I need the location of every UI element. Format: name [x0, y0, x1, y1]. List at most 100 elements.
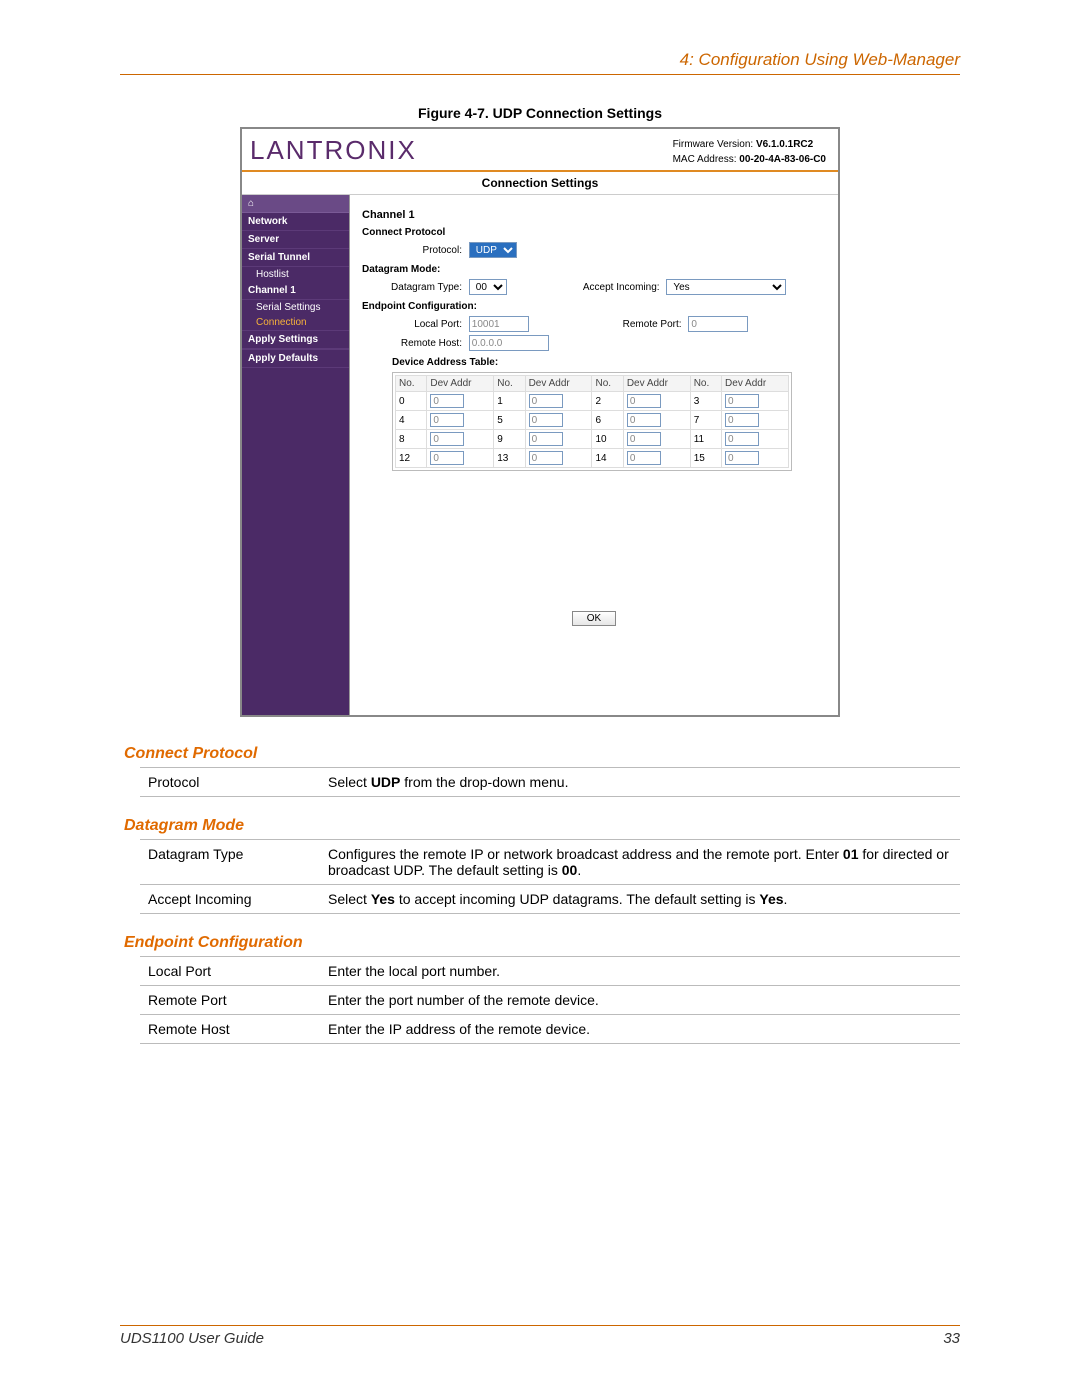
main-panel: Channel 1 Connect Protocol Protocol: UDP…	[350, 195, 838, 715]
dev-addr-input[interactable]	[627, 394, 661, 408]
dev-addr-input[interactable]	[627, 432, 661, 446]
sidebar-item-serial-tunnel[interactable]: Serial Tunnel	[242, 249, 349, 267]
sidebar-apply-settings[interactable]: Apply Settings	[242, 330, 349, 349]
dev-no: 5	[494, 411, 525, 430]
channel-heading: Channel 1	[362, 209, 826, 221]
cell-key: Protocol	[140, 768, 320, 797]
th-dev: Dev Addr	[623, 376, 690, 392]
dev-no: 11	[690, 430, 721, 449]
page-header: 4: Configuration Using Web-Manager	[120, 50, 960, 75]
remote-host-input[interactable]	[469, 335, 549, 351]
local-port-input[interactable]	[469, 316, 529, 332]
table-endpoint-config: Local Port Enter the local port number. …	[140, 956, 960, 1044]
dev-addr-input[interactable]	[430, 432, 464, 446]
fw-value: V6.1.0.1RC2	[756, 139, 813, 150]
cell-val: Enter the IP address of the remote devic…	[320, 1015, 960, 1044]
cell-val: Select Yes to accept incoming UDP datagr…	[320, 885, 960, 914]
dev-addr-input[interactable]	[725, 432, 759, 446]
mac-value: 00-20-4A-83-06-C0	[739, 154, 826, 165]
cell-key: Remote Port	[140, 986, 320, 1015]
th-dev: Dev Addr	[722, 376, 789, 392]
protocol-select[interactable]: UDP	[469, 242, 517, 258]
dev-addr-input[interactable]	[529, 413, 563, 427]
th-no: No.	[396, 376, 427, 392]
datagram-heading: Datagram Mode:	[362, 264, 826, 275]
dev-addr-input[interactable]	[529, 432, 563, 446]
remote-port-label: Remote Port:	[592, 319, 682, 330]
accept-label: Accept Incoming:	[570, 282, 660, 293]
footer-page: 33	[943, 1330, 960, 1347]
sidebar: ⌂ Network Server Serial Tunnel Hostlist …	[242, 195, 350, 715]
section-connect-protocol: Connect Protocol	[124, 745, 960, 763]
remote-host-label: Remote Host:	[362, 338, 462, 349]
dev-addr-input[interactable]	[430, 451, 464, 465]
sidebar-item-channel1[interactable]: Channel 1	[242, 282, 349, 300]
sidebar-sub-connection[interactable]: Connection	[242, 315, 349, 330]
firmware-info: Firmware Version: V6.1.0.1RC2 MAC Addres…	[673, 137, 826, 167]
footer-title: UDS1100 User Guide	[120, 1330, 264, 1347]
sidebar-sub-hostlist[interactable]: Hostlist	[242, 267, 349, 282]
section-endpoint-config: Endpoint Configuration	[124, 934, 960, 952]
th-no: No.	[690, 376, 721, 392]
dev-no: 7	[690, 411, 721, 430]
dev-addr-input[interactable]	[430, 394, 464, 408]
dev-no: 13	[494, 449, 525, 468]
figure-caption: Figure 4-7. UDP Connection Settings	[120, 105, 960, 121]
th-dev: Dev Addr	[525, 376, 592, 392]
dev-no: 3	[690, 392, 721, 411]
screenshot-title: Connection Settings	[242, 172, 838, 195]
dev-addr-input[interactable]	[430, 413, 464, 427]
dev-no: 2	[592, 392, 623, 411]
dev-no: 14	[592, 449, 623, 468]
dev-addr-input[interactable]	[529, 394, 563, 408]
cell-key: Datagram Type	[140, 840, 320, 885]
section-datagram-mode: Datagram Mode	[124, 817, 960, 835]
dev-addr-input[interactable]	[725, 413, 759, 427]
dev-no: 10	[592, 430, 623, 449]
table-datagram-mode: Datagram Type Configures the remote IP o…	[140, 839, 960, 914]
mac-label: MAC Address:	[673, 154, 737, 165]
home-icon[interactable]: ⌂	[242, 195, 349, 213]
cell-key: Accept Incoming	[140, 885, 320, 914]
table-connect-protocol: Protocol Select UDP from the drop-down m…	[140, 767, 960, 797]
remote-port-input[interactable]	[688, 316, 748, 332]
datagram-type-select[interactable]: 00	[469, 279, 507, 295]
sidebar-item-server[interactable]: Server	[242, 231, 349, 249]
dev-no: 9	[494, 430, 525, 449]
dev-no: 4	[396, 411, 427, 430]
protocol-label: Protocol:	[362, 245, 462, 256]
dev-addr-input[interactable]	[529, 451, 563, 465]
dev-addr-input[interactable]	[627, 451, 661, 465]
logo: LANTRONIX	[250, 135, 417, 165]
dev-addr-input[interactable]	[627, 413, 661, 427]
device-address-table: No.Dev Addr No.Dev Addr No.Dev Addr No.D…	[392, 372, 792, 471]
dev-no: 8	[396, 430, 427, 449]
dev-table-heading: Device Address Table:	[392, 357, 826, 368]
cell-val: Configures the remote IP or network broa…	[320, 840, 960, 885]
screenshot: LANTRONIX Firmware Version: V6.1.0.1RC2 …	[240, 127, 840, 717]
cell-key: Local Port	[140, 957, 320, 986]
cell-key: Remote Host	[140, 1015, 320, 1044]
dev-no: 0	[396, 392, 427, 411]
sidebar-sub-serial[interactable]: Serial Settings	[242, 300, 349, 315]
fw-label: Firmware Version:	[673, 139, 754, 150]
screenshot-header: LANTRONIX Firmware Version: V6.1.0.1RC2 …	[242, 129, 838, 172]
datagram-type-label: Datagram Type:	[362, 282, 462, 293]
local-port-label: Local Port:	[362, 319, 462, 330]
dev-addr-input[interactable]	[725, 451, 759, 465]
connect-protocol-heading: Connect Protocol	[362, 227, 826, 238]
dev-no: 6	[592, 411, 623, 430]
th-no: No.	[592, 376, 623, 392]
th-no: No.	[494, 376, 525, 392]
cell-val: Enter the local port number.	[320, 957, 960, 986]
cell-val: Select UDP from the drop-down menu.	[320, 768, 960, 797]
sidebar-apply-defaults[interactable]: Apply Defaults	[242, 349, 349, 368]
th-dev: Dev Addr	[427, 376, 494, 392]
sidebar-item-network[interactable]: Network	[242, 213, 349, 231]
dev-no: 12	[396, 449, 427, 468]
ok-button[interactable]: OK	[572, 611, 616, 626]
dev-no: 15	[690, 449, 721, 468]
accept-select[interactable]: Yes	[666, 279, 786, 295]
dev-addr-input[interactable]	[725, 394, 759, 408]
page-footer: UDS1100 User Guide 33	[120, 1325, 960, 1347]
